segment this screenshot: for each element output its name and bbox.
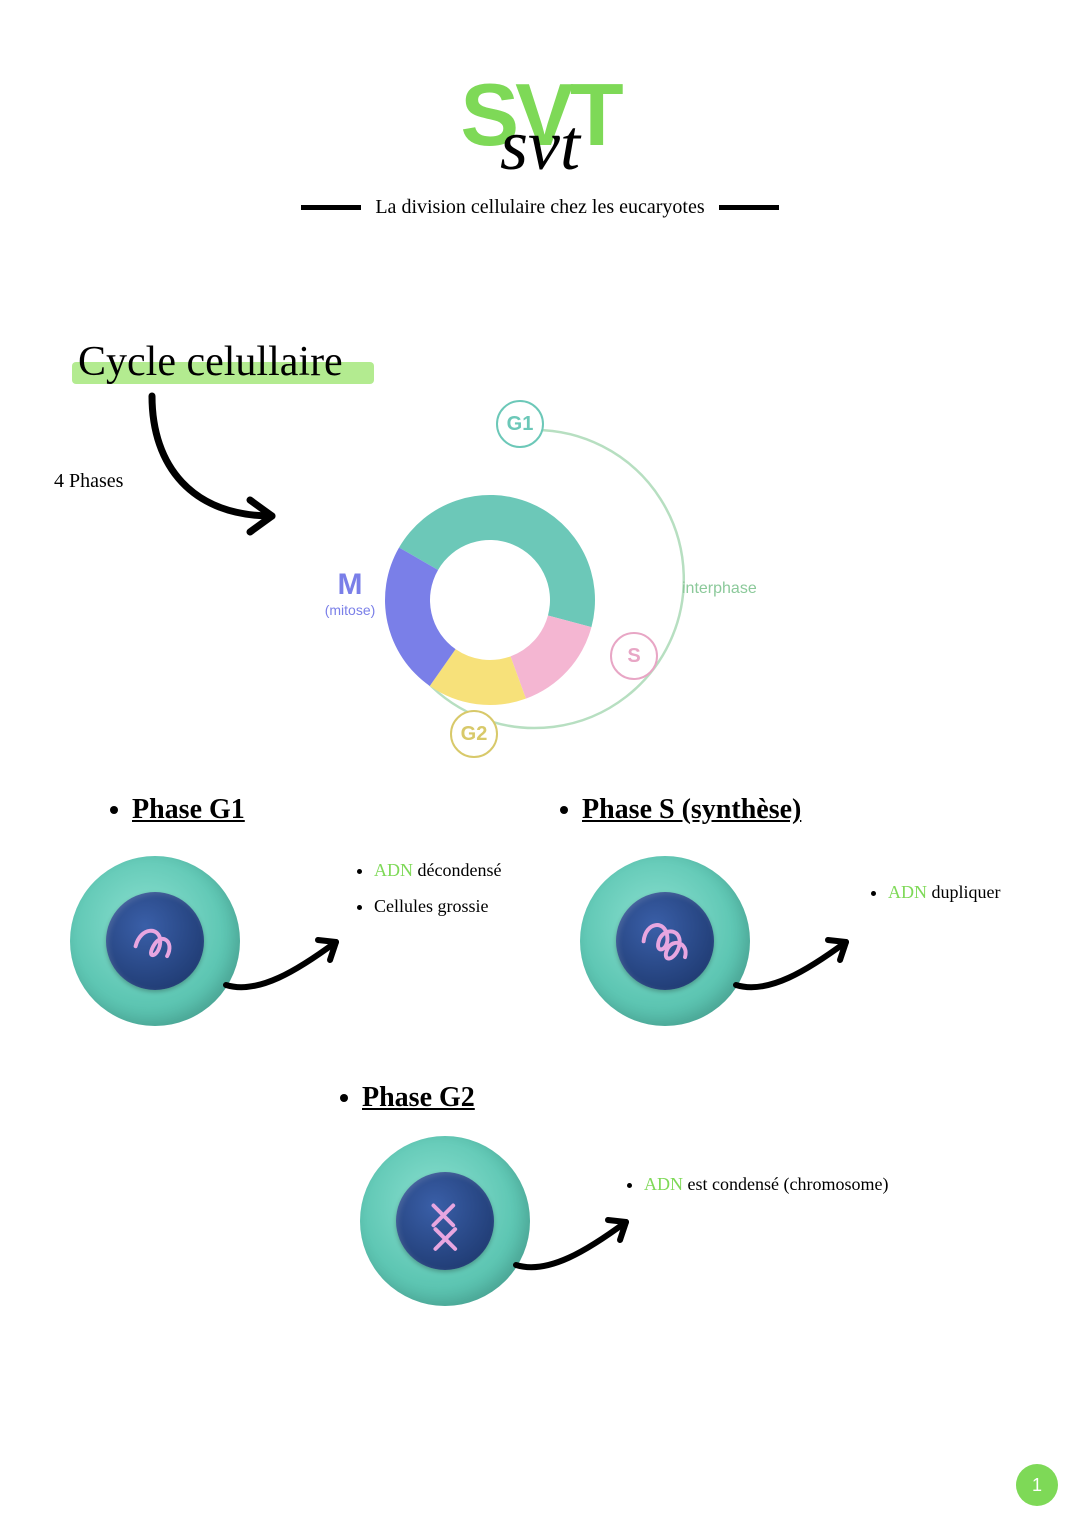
m-label-text: M [310, 568, 390, 602]
section-title: Cycle celullaire [78, 338, 343, 386]
subtitle-text: La division cellulaire chez les eucaryot… [375, 196, 704, 219]
interphase-label: interphase [682, 580, 757, 598]
arrow-to-cycle-icon [132, 386, 312, 546]
bullet-icon [340, 1094, 348, 1102]
phase-s-title: Phase S (synthèse) [582, 794, 801, 826]
arrow-s-icon [728, 930, 868, 1000]
m-label: M (mitose) [310, 568, 390, 618]
arrow-g1-icon [218, 930, 358, 1000]
phase-g1-title-wrap: Phase G1 [110, 794, 245, 826]
phase-g2-details: ADN est condensé (chromosome) [622, 1172, 902, 1208]
arrow-g2-icon [508, 1210, 648, 1280]
phase-g2-title-wrap: Phase G2 [340, 1082, 475, 1114]
dna-s-icon [616, 892, 715, 991]
bullet-icon [110, 806, 118, 814]
cell-g1-diagram [70, 856, 240, 1026]
g1-badge: G1 [496, 400, 544, 448]
phase-g1-title: Phase G1 [132, 794, 245, 826]
cell-g2-diagram [360, 1136, 530, 1306]
phase-s-details: ADN dupliquer [866, 880, 1036, 916]
phase-s-title-wrap: Phase S (synthèse) [560, 794, 801, 826]
dna-g1-icon [106, 892, 205, 991]
divider-left [301, 205, 361, 210]
s-badge: S [610, 632, 658, 680]
g2-badge: G2 [450, 710, 498, 758]
phase-g2-title: Phase G2 [362, 1082, 475, 1114]
logo-script-text: svt [500, 104, 580, 187]
bullet-icon [560, 806, 568, 814]
cell-s-diagram [580, 856, 750, 1026]
divider-right [719, 205, 779, 210]
subtitle-bar: La division cellulaire chez les eucaryot… [0, 196, 1080, 219]
dna-g2-icon [396, 1172, 495, 1271]
m-label-sub: (mitose) [310, 602, 390, 618]
cycle-diagram: M (mitose) interphase G1 S G2 [310, 400, 780, 760]
phases-count-label: 4 Phases [54, 470, 123, 493]
cycle-donut [360, 470, 620, 730]
page-number-badge: 1 [1016, 1464, 1058, 1506]
phase-g1-details: ADN décondenséCellules grossie [352, 858, 512, 931]
